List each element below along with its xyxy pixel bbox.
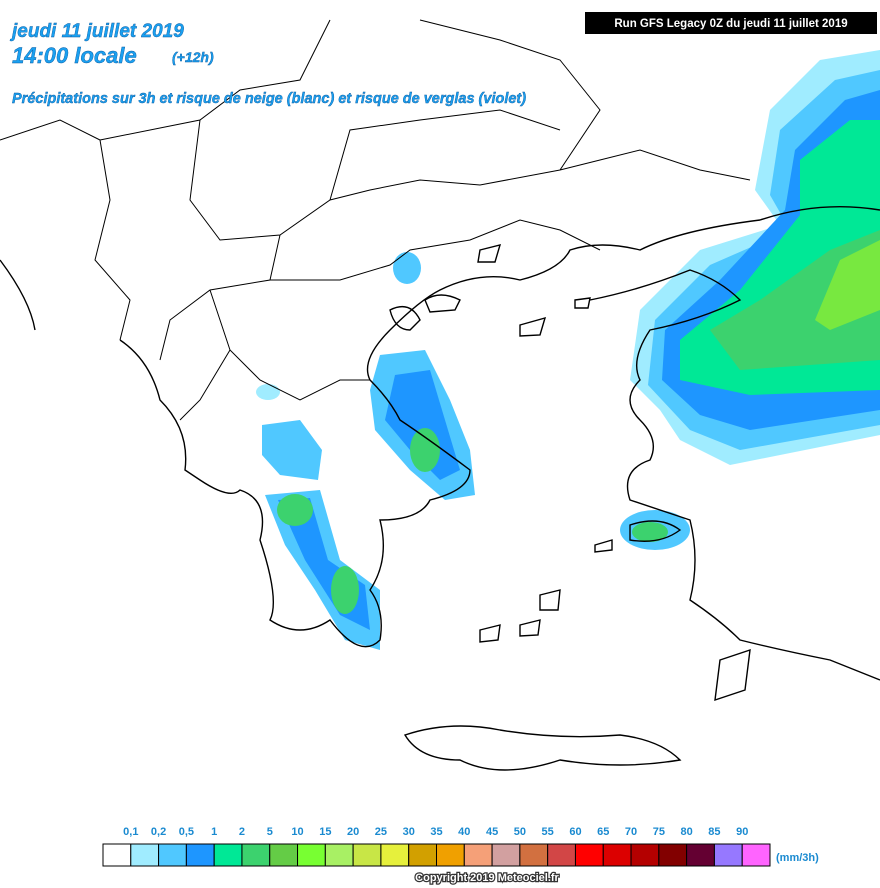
legend-label: 60 [569, 826, 581, 838]
legend-swatch [269, 843, 299, 867]
legend-label: 85 [708, 826, 720, 838]
legend-label: 50 [514, 826, 526, 838]
legend-label: 80 [681, 826, 693, 838]
forecast-date: jeudi 11 juillet 2019 [9, 21, 184, 42]
map-outlines [0, 19, 880, 771]
legend-label: 0,2 [151, 826, 166, 838]
legend-label: 70 [625, 826, 637, 838]
legend-label: 45 [486, 826, 498, 838]
legend-swatch [686, 843, 715, 867]
legend-swatch [630, 843, 660, 867]
legend-label: 1 [211, 826, 217, 838]
legend-label: 10 [291, 826, 303, 838]
legend-swatch [130, 843, 160, 867]
forecast-offset: (+12h) [172, 49, 214, 65]
legend: 0,1 0,2 0,5 1 2 5 10 15 20 25 30 35 40 45 50 55 60 65 70 75… [102, 826, 771, 867]
legend-swatch [547, 843, 576, 867]
legend-label: 35 [430, 826, 442, 838]
legend-label: 25 [375, 826, 387, 838]
forecast-time: 14:00 locale [12, 43, 137, 68]
map-description: Précipitations sur 3h et risque de neige… [12, 91, 526, 107]
legend-swatch [463, 843, 493, 867]
legend-swatch [158, 843, 187, 867]
legend-swatch [102, 843, 132, 867]
legend-label: 90 [736, 826, 748, 838]
legend-label: 75 [653, 826, 665, 838]
legend-swatch [741, 843, 771, 867]
legend-swatch [491, 843, 521, 867]
legend-swatch [352, 843, 382, 867]
legend-label: 0,5 [179, 826, 194, 838]
legend-label: 40 [458, 826, 470, 838]
legend-swatch [408, 843, 438, 867]
legend-swatch [436, 843, 465, 867]
legend-label: 2 [239, 826, 245, 838]
legend-swatch [324, 843, 354, 867]
legend-swatch [574, 843, 604, 867]
legend-label: 55 [542, 826, 554, 838]
legend-swatch [241, 843, 271, 867]
legend-label: 30 [403, 826, 415, 838]
legend-swatch [380, 843, 410, 867]
legend-label: 15 [319, 826, 331, 838]
legend-label: 65 [597, 826, 609, 838]
legend-label: 0,1 [123, 826, 138, 838]
legend-swatch [519, 843, 549, 867]
run-label-box [585, 12, 877, 34]
legend-swatch [297, 843, 326, 867]
legend-swatch [185, 843, 215, 867]
precipitation [256, 50, 880, 650]
legend-swatch [602, 843, 632, 867]
legend-swatch [658, 843, 688, 867]
copyright: Copyright 2019 Meteociel.fr [415, 872, 559, 884]
legend-unit: (mm/3h) [776, 852, 819, 864]
legend-label: 5 [267, 826, 273, 838]
legend-swatch [213, 843, 243, 867]
legend-label: 20 [347, 826, 359, 838]
legend-swatch [713, 843, 743, 867]
run-label: Run GFS Legacy 0Z du jeudi 11 juillet 20… [614, 18, 847, 30]
